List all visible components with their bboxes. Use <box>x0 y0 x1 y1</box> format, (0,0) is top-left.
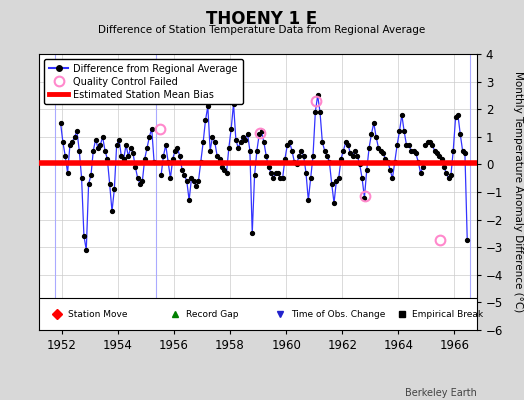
Y-axis label: Monthly Temperature Anomaly Difference (°C): Monthly Temperature Anomaly Difference (… <box>512 71 522 313</box>
Text: Difference of Station Temperature Data from Regional Average: Difference of Station Temperature Data f… <box>99 25 425 35</box>
Legend: Difference from Regional Average, Quality Control Failed, Estimated Station Mean: Difference from Regional Average, Qualit… <box>44 59 243 104</box>
Bar <box>39 298 477 330</box>
Text: Berkeley Earth: Berkeley Earth <box>405 388 477 398</box>
Text: Time of Obs. Change: Time of Obs. Change <box>291 310 385 319</box>
Text: THOENY 1 E: THOENY 1 E <box>206 10 318 28</box>
Text: Record Gap: Record Gap <box>186 310 238 319</box>
Text: Empirical Break: Empirical Break <box>412 310 483 319</box>
Text: Station Move: Station Move <box>68 310 127 319</box>
